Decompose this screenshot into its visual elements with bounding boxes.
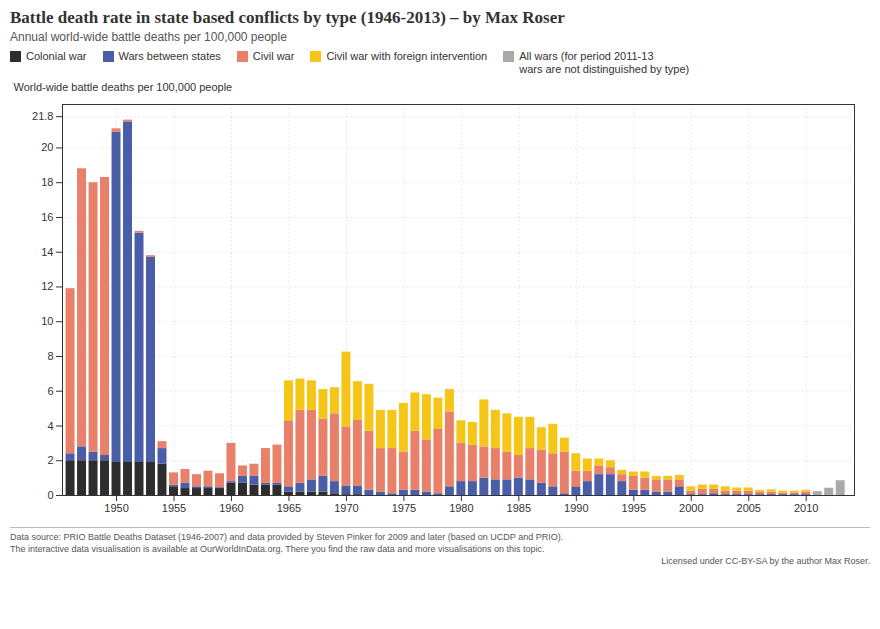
html-text:Civil war: Civil war xyxy=(252,50,295,62)
svg-text:1960: 1960 xyxy=(219,502,243,514)
html-text:Civil war with foreign interve: Civil war with foreign intervention xyxy=(326,50,488,62)
svg-text:18: 18 xyxy=(41,176,53,188)
svg-text:World-wide battle deaths per 1: World-wide battle deaths per 100,000 peo… xyxy=(14,81,233,93)
svg-text:1975: 1975 xyxy=(392,502,416,514)
svg-text:1985: 1985 xyxy=(507,502,531,514)
html-text:Licensed under CC-BY-SA by the: Licensed under CC-BY-SA by the author Ma… xyxy=(661,556,870,566)
html-text:Wars between states: Wars between states xyxy=(118,50,221,62)
svg-text:8: 8 xyxy=(47,350,53,362)
svg-text:2000: 2000 xyxy=(679,502,703,514)
svg-text:12: 12 xyxy=(41,280,53,292)
html-text:Data source: PRIO Battle Death: Data source: PRIO Battle Deaths Dataset … xyxy=(10,532,564,542)
html-text:Colonial war: Colonial war xyxy=(26,50,87,62)
svg-text:14: 14 xyxy=(41,246,53,258)
svg-text:21.8: 21.8 xyxy=(32,110,53,122)
svg-text:2: 2 xyxy=(47,454,53,466)
svg-text:0: 0 xyxy=(47,489,53,501)
html-text:The interactive data visualisa: The interactive data visualisation is av… xyxy=(10,544,545,554)
svg-text:1970: 1970 xyxy=(334,502,358,514)
svg-text:1955: 1955 xyxy=(162,502,186,514)
svg-text:10: 10 xyxy=(41,315,53,327)
svg-text:4: 4 xyxy=(47,420,53,432)
svg-text:2005: 2005 xyxy=(737,502,761,514)
svg-text:1965: 1965 xyxy=(277,502,301,514)
svg-text:1990: 1990 xyxy=(564,502,588,514)
svg-text:2010: 2010 xyxy=(794,502,818,514)
svg-text:16: 16 xyxy=(41,211,53,223)
svg-text:6: 6 xyxy=(47,385,53,397)
svg-text:20: 20 xyxy=(41,141,53,153)
svg-text:1980: 1980 xyxy=(449,502,473,514)
svg-text:1950: 1950 xyxy=(104,502,128,514)
html-text:Annual world-wide battle death: Annual world-wide battle deaths per 100,… xyxy=(10,30,287,44)
html-text:Battle death rate in state bas: Battle death rate in state based conflic… xyxy=(10,8,565,27)
html-text:All wars (for period 2011-13 w: All wars (for period 2011-13 wars are no… xyxy=(519,50,690,75)
svg-text:1995: 1995 xyxy=(622,502,646,514)
